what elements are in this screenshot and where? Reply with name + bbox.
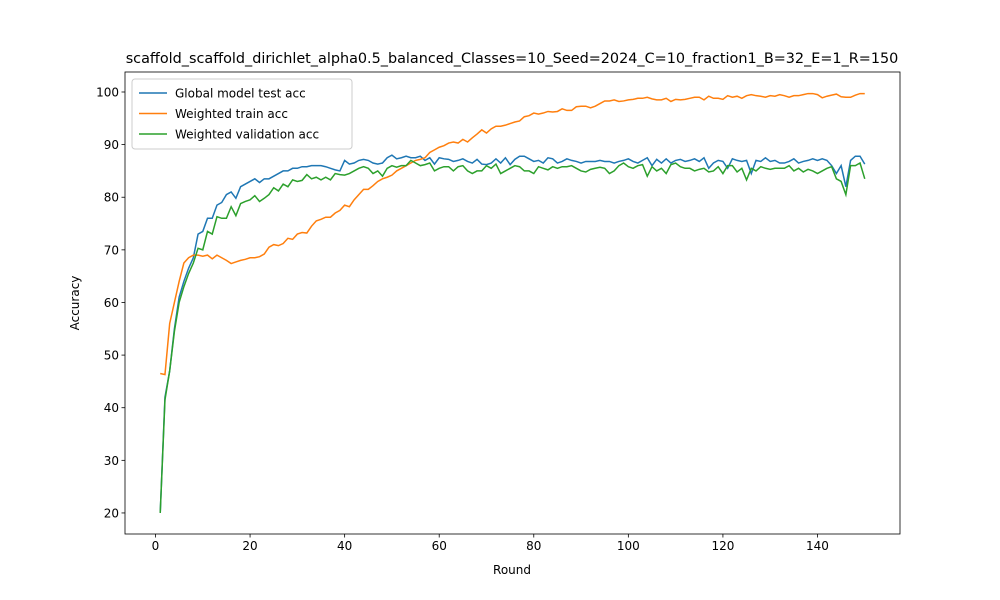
series-line: [159, 159, 866, 513]
series-line: [160, 92, 865, 376]
legend-label: Global model test acc: [175, 87, 306, 101]
y-tick-label: 90: [104, 138, 119, 152]
x-axis-label: Round: [493, 563, 531, 577]
x-tick-label: 120: [711, 539, 734, 553]
chart-title: scaffold_scaffold_dirichlet_alpha0.5_bal…: [126, 51, 899, 67]
y-tick-label: 20: [104, 506, 119, 520]
legend-label: Weighted train acc: [175, 107, 288, 121]
y-tick-label: 50: [104, 349, 119, 363]
y-tick-label: 100: [96, 85, 119, 99]
x-tick-label: 20: [242, 539, 257, 553]
y-tick-label: 60: [104, 296, 119, 310]
x-tick-label: 0: [152, 539, 160, 553]
legend-label: Weighted validation acc: [175, 128, 319, 142]
x-tick-label: 100: [617, 539, 640, 553]
y-tick-label: 70: [104, 243, 119, 257]
x-tick-label: 80: [526, 539, 541, 553]
series-line: [159, 154, 866, 513]
y-tick-label: 80: [104, 191, 119, 205]
y-tick-label: 30: [104, 454, 119, 468]
legend: Global model test acc Weighted train acc W…: [131, 78, 353, 150]
x-tick-label: 60: [432, 539, 447, 553]
x-tick-label: 40: [337, 539, 352, 553]
x-tick-label: 140: [806, 539, 829, 553]
legend-box: [131, 78, 353, 150]
y-tick-label: 40: [104, 401, 119, 415]
plot-frame: [124, 71, 901, 535]
y-axis-label: Accuracy: [68, 276, 82, 331]
